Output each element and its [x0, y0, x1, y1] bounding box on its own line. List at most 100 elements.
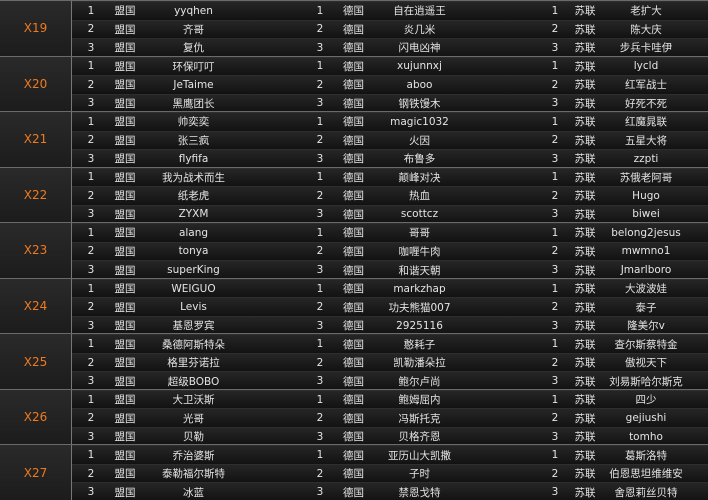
- rank-cell: 1: [551, 449, 559, 462]
- player-cell: 颠峰对决: [398, 171, 441, 184]
- player-cell: 傲视天下: [625, 357, 667, 370]
- group: X27 1 盟国 乔治婆斯 1 德国 亚历山大凯撒 1 苏联 葛斯洛特 2 盟国 泰勒福尔斯特 2 德国 子时…: [0, 444, 708, 500]
- rank-cell: 1: [551, 393, 559, 406]
- table-row: 2 盟国 格里芬诺拉 2 德国 凯勒潘朵拉 2 苏联 傲视天下: [72, 352, 708, 372]
- player-cell: 黑鹰团长: [172, 97, 215, 110]
- table-row: 3 盟国 贝勒 3 德国 贝格齐恩 3 苏联 tomho: [72, 426, 708, 446]
- table-row: 2 盟国 泰勒福尔斯特 2 德国 子时 2 苏联 伯恩思坦维维安: [72, 463, 708, 483]
- faction-cell: 德国: [343, 97, 364, 110]
- faction-cell: 盟国: [114, 79, 136, 92]
- rank-cell: 3: [551, 208, 559, 221]
- player-cell: 炎几米: [403, 23, 436, 36]
- rank-cell: 2: [551, 78, 559, 91]
- player-cell: 舍恩莉丝贝特: [614, 486, 678, 499]
- faction-cell: 苏联: [574, 190, 596, 203]
- player-cell: 红军战士: [625, 79, 667, 92]
- rank-cell: 3: [87, 375, 95, 388]
- faction-cell: 盟国: [114, 42, 136, 55]
- player-cell: 哥哥: [409, 227, 430, 240]
- faction-cell: 苏联: [574, 375, 596, 388]
- rank-cell: 1: [551, 226, 559, 239]
- faction-cell: 盟国: [114, 338, 136, 351]
- rank-cell: 3: [87, 319, 95, 332]
- player-cell: 四少: [635, 394, 657, 407]
- group-label: X22: [0, 167, 72, 223]
- faction-cell: 苏联: [574, 486, 596, 499]
- table-row: 2 盟国 JeTaime 2 德国 aboo 2 苏联 红军战士: [72, 75, 708, 94]
- faction-cell: 德国: [343, 60, 364, 73]
- faction-cell: 苏联: [574, 412, 596, 425]
- faction-cell: 盟国: [114, 5, 136, 18]
- table-row: 2 盟国 张三疯 2 德国 火因 2 苏联 五星大将: [72, 130, 708, 150]
- player-cell: gejiushi: [625, 412, 667, 425]
- player-cell: 查尔斯蔡特金: [614, 338, 678, 351]
- faction-cell: 盟国: [114, 486, 136, 499]
- group-label: X27: [0, 445, 72, 500]
- table-row: 1 盟国 yyqhen 1 德国 自在逍遥王 1 苏联 老扩大: [72, 1, 708, 20]
- rank-cell: 3: [316, 264, 324, 276]
- rank-cell: 1: [316, 4, 324, 17]
- player-cell: zzpti: [633, 152, 659, 165]
- faction-cell: 盟国: [114, 23, 136, 36]
- rank-cell: 3: [87, 430, 95, 443]
- player-cell: 桑德阿斯特朵: [162, 338, 225, 351]
- player-cell: 隆美尔v: [627, 320, 665, 333]
- rank-cell: 2: [316, 245, 324, 258]
- player-cell: JeTaime: [173, 78, 214, 91]
- player-cell: 老扩大: [630, 5, 662, 18]
- player-cell: 鲍尔卢尚: [398, 375, 441, 388]
- player-cell: 环保叮叮: [172, 60, 215, 73]
- table-row: 2 盟国 纸老虎 2 德国 热血 2 苏联 Hugo: [72, 186, 708, 205]
- player-cell: mwmno1: [621, 245, 671, 258]
- faction-cell: 苏联: [574, 357, 596, 370]
- faction-cell: 苏联: [574, 301, 596, 314]
- faction-cell: 德国: [343, 116, 364, 129]
- rank-cell: 1: [316, 449, 324, 462]
- table-row: 3 盟国 复仇 3 德国 闪电凶神 3 苏联 步兵卡哇伊: [72, 38, 708, 57]
- rank-cell: 1: [551, 171, 559, 184]
- rank-cell: 2: [87, 467, 95, 480]
- faction-cell: 德国: [343, 79, 364, 92]
- table-row: 1 盟国 alang 1 德国 哥哥 1 苏联 belong2jesus: [72, 223, 708, 242]
- faction-cell: 盟国: [114, 227, 136, 240]
- faction-cell: 苏联: [574, 116, 596, 129]
- player-cell: 乔治婆斯: [172, 449, 215, 462]
- player-cell: superKing: [167, 264, 220, 276]
- rank-cell: 3: [551, 319, 559, 332]
- faction-cell: 德国: [343, 153, 364, 166]
- rank-cell: 3: [316, 375, 324, 388]
- rank-cell: 2: [87, 189, 95, 202]
- player-cell: 光哥: [183, 412, 204, 425]
- faction-cell: 苏联: [574, 23, 596, 36]
- rank-cell: 2: [551, 467, 559, 480]
- rank-cell: 2: [87, 78, 95, 91]
- rank-cell: 3: [87, 208, 95, 221]
- rank-cell: 1: [87, 393, 95, 406]
- faction-cell: 德国: [343, 468, 364, 481]
- rank-cell: 2: [87, 301, 95, 314]
- player-cell: 超级BOBO: [167, 375, 220, 388]
- faction-cell: 德国: [343, 5, 364, 18]
- rank-cell: 3: [551, 430, 559, 443]
- player-cell: tomho: [629, 430, 663, 443]
- rank-cell: 3: [316, 152, 324, 165]
- rank-cell: 1: [316, 282, 324, 295]
- player-cell: Hugo: [632, 189, 660, 202]
- faction-cell: 德国: [343, 283, 364, 296]
- faction-cell: 德国: [343, 134, 364, 147]
- group: X25 1 盟国 桑德阿斯特朵 1 德国 憨耗子 1 苏联 查尔斯蔡特金 2 盟国 格里芬诺拉 2 德国 凯勒…: [0, 333, 708, 390]
- group-label: X20: [0, 56, 72, 112]
- player-cell: aboo: [406, 78, 433, 91]
- group: X19 1 盟国 yyqhen 1 德国 自在逍遥王 1 苏联 老扩大 2 盟国 齐哥 2 德国 炎几米 2 苏联…: [0, 0, 708, 57]
- rank-cell: 2: [551, 134, 559, 147]
- rank-cell: 3: [316, 41, 324, 54]
- faction-cell: 德国: [343, 227, 364, 240]
- rank-cell: 2: [551, 23, 559, 36]
- faction-cell: 德国: [343, 431, 364, 444]
- player-cell: 帅奕奕: [177, 116, 210, 129]
- rank-cell: 3: [316, 486, 324, 499]
- rank-cell: 2: [87, 356, 95, 369]
- rank-cell: 2: [316, 78, 324, 91]
- group-label: X23: [0, 223, 72, 278]
- table-row: 1 盟国 环保叮叮 1 德国 xujunnxj 1 苏联 lycld: [72, 56, 708, 76]
